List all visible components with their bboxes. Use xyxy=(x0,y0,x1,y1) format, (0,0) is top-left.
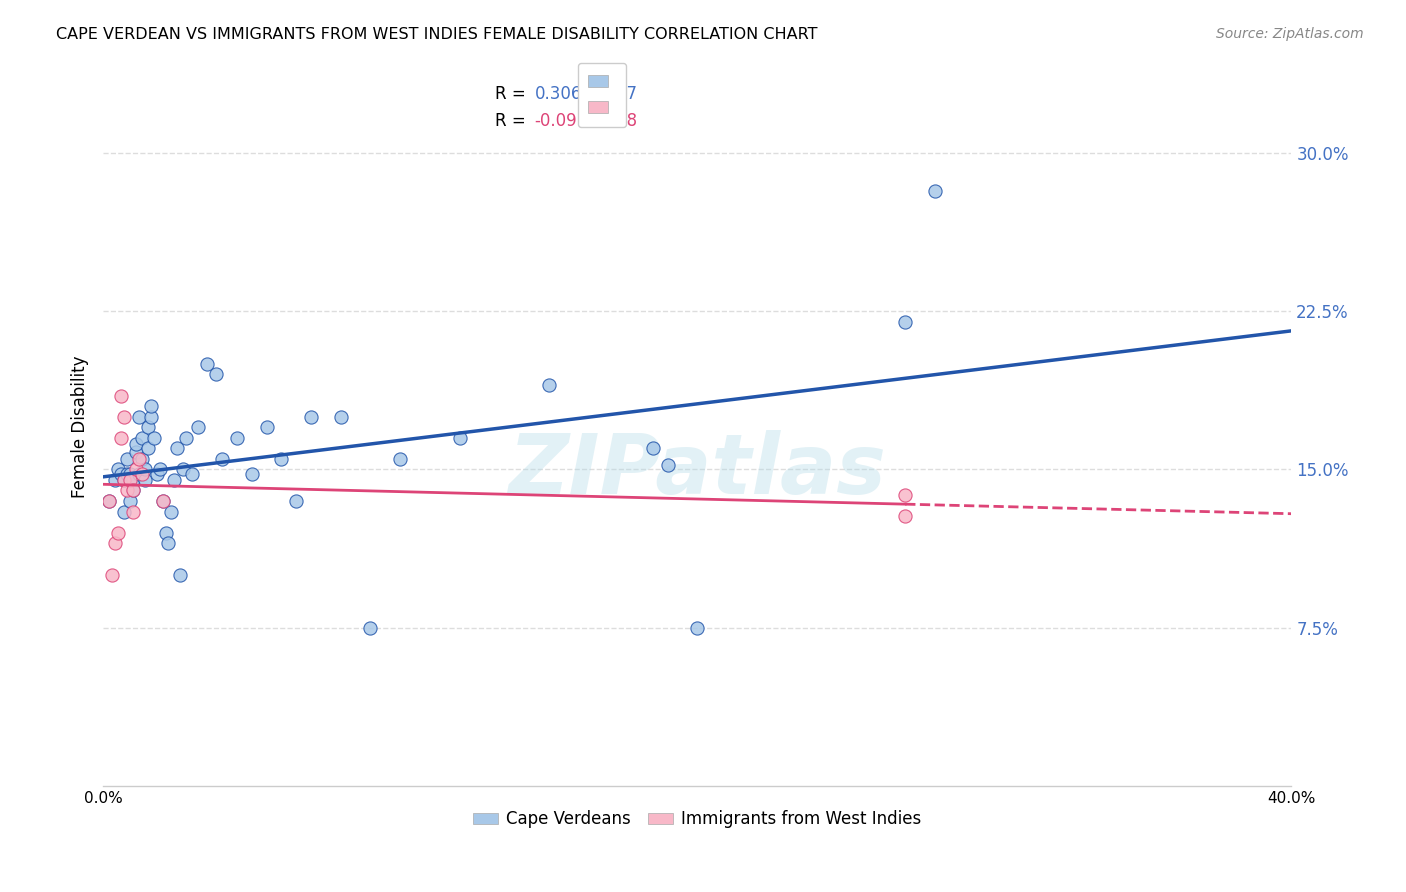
Point xyxy=(145,467,167,481)
Point xyxy=(110,431,132,445)
Point xyxy=(118,467,141,481)
Point xyxy=(128,467,150,481)
Point xyxy=(211,451,233,466)
Point xyxy=(389,451,412,466)
Point xyxy=(160,504,183,518)
Point xyxy=(110,467,132,481)
Point xyxy=(166,442,188,456)
Point xyxy=(136,420,159,434)
Point xyxy=(152,494,174,508)
Point xyxy=(131,467,153,481)
Point xyxy=(163,473,186,487)
Text: ZIPatlas: ZIPatlas xyxy=(509,430,886,511)
Point xyxy=(112,409,135,424)
Point xyxy=(136,442,159,456)
Point xyxy=(157,536,180,550)
Point xyxy=(115,483,138,498)
Text: 0.306: 0.306 xyxy=(534,85,582,103)
Point xyxy=(148,462,170,476)
Point xyxy=(115,451,138,466)
Point xyxy=(134,473,156,487)
Point xyxy=(107,525,129,540)
Point xyxy=(285,494,308,508)
Point xyxy=(134,462,156,476)
Point xyxy=(155,525,177,540)
Point xyxy=(128,409,150,424)
Point xyxy=(329,409,352,424)
Point xyxy=(125,445,148,459)
Point xyxy=(256,420,278,434)
Point xyxy=(131,451,153,466)
Point xyxy=(115,467,138,481)
Point xyxy=(128,451,150,466)
Point xyxy=(104,473,127,487)
Point xyxy=(181,467,204,481)
Point xyxy=(152,494,174,508)
Point xyxy=(139,399,162,413)
Point xyxy=(107,462,129,476)
Text: R =: R = xyxy=(495,85,531,103)
Point xyxy=(125,437,148,451)
Point xyxy=(112,504,135,518)
Point xyxy=(169,567,191,582)
Point xyxy=(98,494,121,508)
Point xyxy=(270,451,292,466)
Point xyxy=(176,431,198,445)
Point xyxy=(537,378,560,392)
Point xyxy=(924,184,946,198)
Point xyxy=(172,462,194,476)
Point xyxy=(104,536,127,550)
Point xyxy=(142,431,165,445)
Text: N =: N = xyxy=(585,85,621,103)
Point xyxy=(118,473,141,487)
Text: R =: R = xyxy=(495,112,531,130)
Point xyxy=(121,504,143,518)
Text: -0.097: -0.097 xyxy=(534,112,588,130)
Point xyxy=(118,494,141,508)
Point xyxy=(240,467,263,481)
Y-axis label: Female Disability: Female Disability xyxy=(72,356,89,499)
Point xyxy=(131,431,153,445)
Point xyxy=(359,621,381,635)
Point xyxy=(894,315,917,329)
Point xyxy=(205,368,228,382)
Point xyxy=(110,388,132,402)
Point xyxy=(225,431,247,445)
Point xyxy=(657,458,679,472)
Point xyxy=(187,420,209,434)
Point xyxy=(894,508,917,523)
Text: CAPE VERDEAN VS IMMIGRANTS FROM WEST INDIES FEMALE DISABILITY CORRELATION CHART: CAPE VERDEAN VS IMMIGRANTS FROM WEST IND… xyxy=(56,27,818,42)
Point xyxy=(125,462,148,476)
Point xyxy=(195,357,218,371)
Text: 18: 18 xyxy=(616,112,637,130)
Point xyxy=(98,494,121,508)
Point xyxy=(112,473,135,487)
Point xyxy=(449,431,471,445)
Point xyxy=(121,473,143,487)
Point xyxy=(139,409,162,424)
Legend: Cape Verdeans, Immigrants from West Indies: Cape Verdeans, Immigrants from West Indi… xyxy=(467,804,928,835)
Point xyxy=(686,621,709,635)
Text: Source: ZipAtlas.com: Source: ZipAtlas.com xyxy=(1216,27,1364,41)
Point xyxy=(894,488,917,502)
Point xyxy=(121,483,143,498)
Point xyxy=(641,442,664,456)
Text: N =: N = xyxy=(585,112,621,130)
Point xyxy=(101,567,124,582)
Text: 57: 57 xyxy=(616,85,637,103)
Point xyxy=(121,483,143,498)
Point xyxy=(112,473,135,487)
Point xyxy=(299,409,322,424)
